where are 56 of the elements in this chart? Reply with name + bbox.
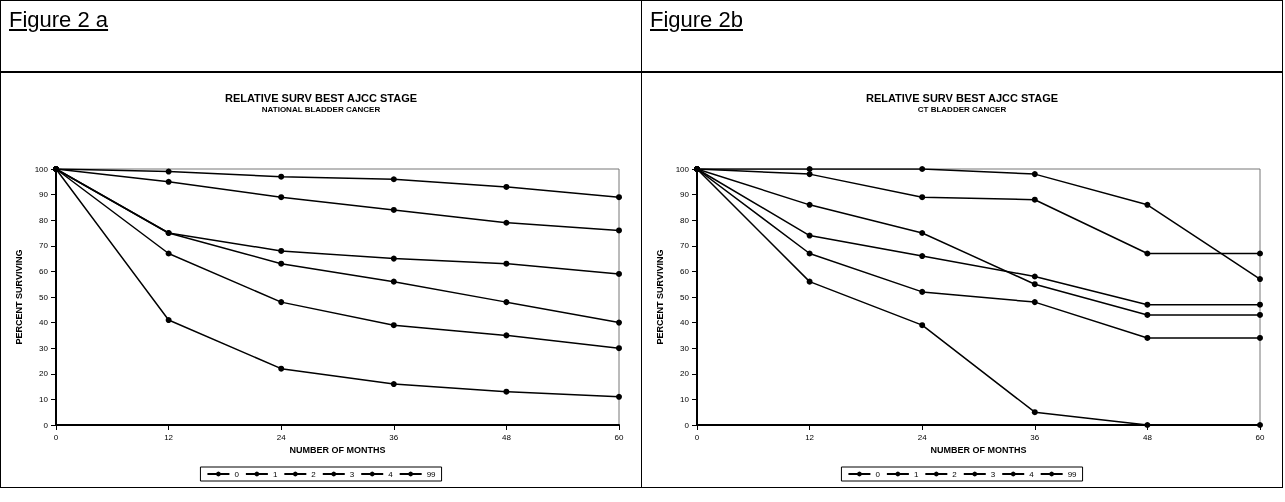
caption: Figure 2 a — [9, 7, 110, 33]
y-tick-label: 20 — [680, 369, 690, 379]
x-tick-label: 12 — [164, 432, 174, 442]
y-tick-label: 100 — [34, 164, 49, 174]
y-tick-label: 40 — [39, 318, 49, 328]
y-tick-label: 20 — [39, 369, 49, 379]
legend-label: 2 — [952, 469, 958, 479]
caption: Figure 2b — [650, 7, 744, 33]
chart-title: RELATIVE SURV BEST AJCC STAGE — [865, 91, 1059, 104]
legend-label: 4 — [1029, 469, 1035, 479]
legend-label: 0 — [234, 469, 240, 479]
legend-label: 99 — [1067, 469, 1078, 479]
chart-title: RELATIVE SURV BEST AJCC STAGE — [224, 91, 418, 104]
y-tick-label: 70 — [680, 241, 690, 251]
x-tick-label: 36 — [1030, 432, 1040, 442]
y-tick-label: 10 — [680, 394, 690, 404]
y-tick-label: 80 — [39, 215, 49, 225]
x-tick-label: 0 — [694, 432, 700, 442]
y-tick-label: 60 — [39, 266, 49, 276]
chart-subtitle: CT BLADDER CANCER — [917, 104, 1007, 114]
x-axis-title: NUMBER OF MONTHS — [289, 445, 386, 456]
x-tick-label: 24 — [917, 432, 928, 442]
x-tick-label: 48 — [1142, 432, 1153, 442]
x-tick-label: 60 — [1255, 432, 1265, 442]
legend-label: 3 — [349, 469, 355, 479]
x-axis-title: NUMBER OF MONTHS — [930, 445, 1027, 456]
legend-label: 0 — [875, 469, 881, 479]
y-tick-label: 10 — [39, 394, 49, 404]
legend-label: 3 — [990, 469, 996, 479]
chart-subtitle: NATIONAL BLADDER CANCER — [261, 104, 381, 114]
y-tick-label: 0 — [43, 420, 49, 430]
y-tick-label: 50 — [39, 292, 49, 302]
x-tick-label: 36 — [389, 432, 399, 442]
y-axis-title: PERCENT SURVIVING — [655, 249, 666, 345]
y-tick-label: 90 — [680, 190, 690, 200]
x-tick-label: 60 — [614, 432, 624, 442]
y-tick-label: 70 — [39, 241, 49, 251]
y-tick-label: 100 — [675, 164, 690, 174]
x-tick-label: 24 — [276, 432, 287, 442]
y-tick-label: 30 — [680, 343, 690, 353]
legend-label: 1 — [272, 469, 278, 479]
legend-label: 2 — [311, 469, 317, 479]
y-tick-label: 40 — [680, 318, 690, 328]
legend-label: 4 — [388, 469, 394, 479]
x-tick-label: 0 — [53, 432, 59, 442]
y-tick-label: 0 — [684, 420, 690, 430]
y-tick-label: 50 — [680, 292, 690, 302]
y-axis-title: PERCENT SURVIVING — [14, 249, 25, 345]
legend-label: 1 — [913, 469, 919, 479]
y-tick-label: 80 — [680, 215, 690, 225]
y-tick-label: 30 — [39, 343, 49, 353]
y-tick-label: 90 — [39, 190, 49, 200]
legend-label: 99 — [426, 469, 437, 479]
y-tick-label: 60 — [680, 266, 690, 276]
x-tick-label: 48 — [501, 432, 512, 442]
x-tick-label: 12 — [805, 432, 815, 442]
